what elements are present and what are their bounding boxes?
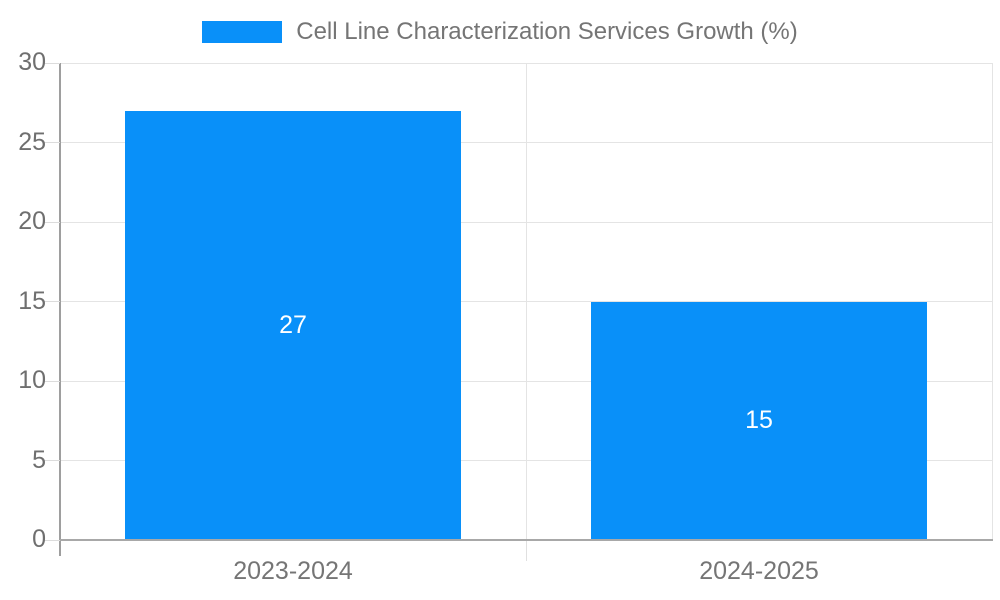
bar-2024-2025: 15 (591, 301, 927, 540)
y-tick-mark (44, 539, 60, 541)
legend: Cell Line Characterization Services Grow… (0, 18, 1000, 46)
y-tick-label-5: 5 (32, 445, 46, 474)
legend-label: Cell Line Characterization Services Grow… (296, 18, 798, 45)
legend-swatch (202, 21, 283, 43)
y-tick-mark (44, 62, 60, 64)
y-tick-label-0: 0 (32, 525, 46, 553)
bar-2023-2024: 27 (125, 110, 461, 540)
y-tick-mark (44, 460, 60, 461)
y-tick-mark (44, 142, 60, 143)
y-tick-label-10: 10 (18, 366, 46, 394)
y-axis-line (59, 63, 61, 556)
x-axis-line (60, 539, 993, 541)
y-tick-label-30: 30 (18, 48, 46, 76)
plot-area: 27 15 (60, 62, 993, 540)
bar-value-label: 15 (745, 406, 773, 435)
gridline-x-separator (525, 63, 527, 540)
y-tick-label-25: 25 (18, 127, 46, 156)
x-tick-label-2024-2025: 2024-2025 (699, 557, 819, 585)
y-tick-mark (44, 301, 60, 302)
x-tick-label-2023-2024: 2023-2024 (233, 557, 353, 585)
y-tick-mark (44, 221, 60, 223)
bar-value-label: 27 (279, 310, 307, 339)
x-tick-mark (525, 541, 527, 561)
y-tick-label-15: 15 (18, 286, 46, 315)
y-tick-label-20: 20 (18, 207, 46, 235)
y-tick-mark (44, 380, 60, 382)
